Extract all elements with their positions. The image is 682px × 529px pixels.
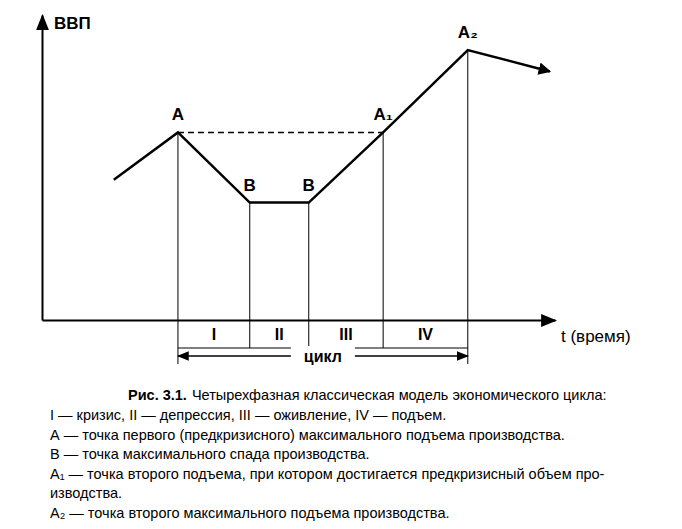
phase-label: III <box>339 326 352 343</box>
plot-area <box>114 50 550 203</box>
phase-boundary <box>177 132 178 364</box>
gdp-line <box>114 50 550 203</box>
caption-note: В — точка максимального спада производст… <box>50 446 370 462</box>
caption-note: I — кризис, II — депрессия, III — оживле… <box>50 407 446 423</box>
title: Четырехфазная классическая модель эконом… <box>192 387 607 403</box>
chart: ВВПt (время)IIIIIIIVциклАВВА₁А₂Рис. 3.1.… <box>0 0 682 529</box>
y-axis-title: ВВП <box>54 14 91 33</box>
caption-note: изводства. <box>50 485 122 501</box>
caption-note: А₁ — точка второго подъема, при котором … <box>50 466 605 482</box>
caption-note: А₂ — точка второго максимального подъема… <box>50 505 450 521</box>
phase-boundary <box>467 50 468 364</box>
cycle-label: цикл <box>304 348 342 365</box>
phase-label: IV <box>418 326 433 343</box>
caption-title: Рис. 3.1. Четырехфазная классическая моде… <box>128 387 607 403</box>
reference-line <box>178 132 383 134</box>
point-label: А₁ <box>373 105 392 124</box>
phase-boundaries <box>178 50 468 364</box>
cycle-label-bg <box>291 346 355 366</box>
caption-label: Рис. 3.1. <box>128 387 187 403</box>
y-axis <box>42 16 43 321</box>
phase-boundary <box>383 132 384 348</box>
point-label: В <box>244 176 256 195</box>
caption-note: А — точка первого (предкризисного) макси… <box>50 427 565 443</box>
background <box>0 0 682 529</box>
point-label: А <box>172 105 184 124</box>
phase-boundary <box>308 203 309 348</box>
x-axis <box>43 320 556 321</box>
phase-label: I <box>212 326 216 343</box>
point-label: А₂ <box>458 23 478 42</box>
y-axis-line <box>42 16 44 321</box>
point-label: В <box>303 176 315 195</box>
x-axis-title: t (время) <box>561 327 631 346</box>
phase-label: II <box>275 326 284 343</box>
phase-boundary <box>249 203 250 348</box>
x-axis-line <box>43 320 556 322</box>
